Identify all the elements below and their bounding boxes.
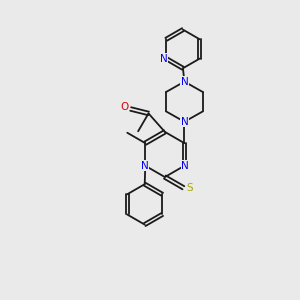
- Text: N: N: [160, 54, 168, 64]
- Text: N: N: [181, 76, 188, 87]
- Text: O: O: [121, 102, 129, 112]
- Text: N: N: [141, 161, 148, 171]
- Text: S: S: [186, 183, 193, 193]
- Text: N: N: [181, 161, 189, 171]
- Text: N: N: [181, 117, 188, 127]
